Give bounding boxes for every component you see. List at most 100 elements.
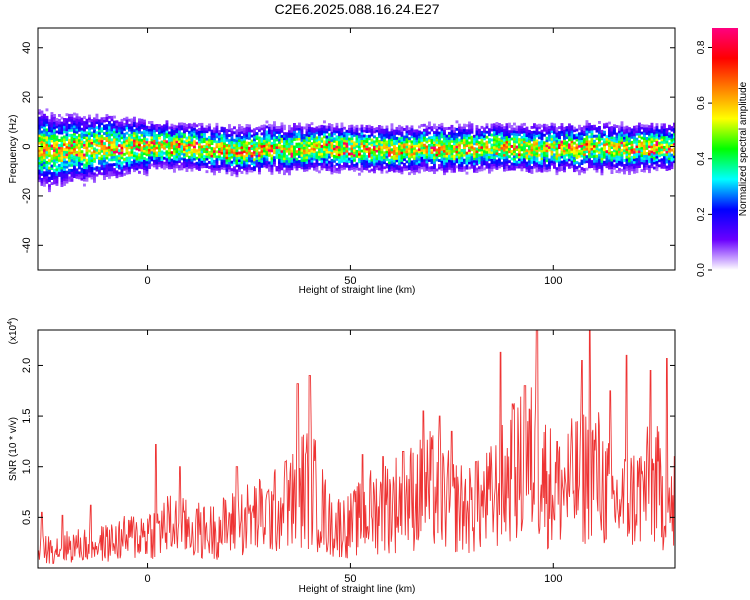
heatmap-cell (55, 130, 59, 134)
heatmap-cell (205, 142, 209, 146)
heatmap-cell (650, 157, 654, 161)
heatmap-cell (555, 127, 559, 131)
heatmap-cell (525, 154, 529, 157)
heatmap-cell (385, 155, 389, 159)
heatmap-cell (395, 129, 399, 133)
heatmap-cell (180, 157, 184, 161)
heatmap-cell (95, 173, 99, 177)
heatmap-cell (480, 138, 484, 142)
heatmap-cell (295, 135, 299, 139)
heatmap-cell (148, 126, 151, 129)
heatmap-cell (288, 139, 291, 143)
heatmap-cell (78, 176, 81, 180)
heatmap-cell (378, 125, 381, 128)
heatmap-cell (125, 169, 129, 173)
heatmap-cell (568, 135, 571, 139)
heatmap-cell (183, 135, 186, 139)
heatmap-cell (245, 131, 249, 135)
heatmap-cell (150, 121, 154, 124)
heatmap-cell (515, 160, 519, 164)
heatmap-cell (375, 157, 379, 160)
heatmap-cell (198, 145, 201, 149)
heatmap-cell (588, 135, 591, 139)
heatmap-cell (560, 148, 564, 151)
heatmap-cell (133, 146, 136, 150)
heatmap-cell (568, 165, 571, 169)
heatmap-cell (95, 156, 99, 160)
heatmap-cell (438, 126, 441, 130)
heatmap-cell (243, 147, 246, 151)
heatmap-cell (335, 162, 339, 166)
heatmap-cell (580, 134, 584, 138)
heatmap-cell (133, 161, 136, 165)
heatmap-cell (353, 163, 356, 167)
heatmap-cell (140, 141, 144, 145)
heatmap-cell (523, 147, 526, 151)
heatmap-cell (263, 147, 266, 150)
heatmap-cell (103, 132, 106, 135)
heatmap-cell (213, 132, 216, 136)
heatmap-cell (83, 128, 86, 132)
heatmap-cell (553, 145, 556, 149)
heatmap-cell (373, 170, 376, 174)
heatmap-cell (333, 149, 336, 153)
heatmap-cell (38, 121, 41, 125)
heatmap-cell (118, 126, 121, 130)
heatmap-cell (503, 163, 506, 167)
heatmap-cell (658, 151, 661, 155)
heatmap-cell (628, 169, 631, 173)
heatmap-cell (590, 142, 594, 146)
heatmap-cell (323, 162, 326, 166)
heatmap-cell (578, 142, 581, 146)
heatmap-cell (323, 157, 326, 161)
heatmap-cell (323, 120, 326, 124)
heatmap-cell (608, 156, 611, 160)
heatmap-cell (290, 139, 294, 143)
heatmap-cell (395, 156, 399, 160)
heatmap-cell (288, 152, 291, 156)
heatmap-cell (500, 131, 504, 135)
heatmap-cell (120, 128, 124, 132)
heatmap-cell (425, 150, 429, 154)
heatmap-cell (640, 151, 644, 155)
heatmap-cell (215, 157, 219, 161)
heatmap-cell (435, 158, 439, 162)
heatmap-cell (65, 153, 69, 157)
heatmap-cell (340, 167, 344, 171)
heatmap-cell (113, 143, 116, 146)
heatmap-cell (110, 150, 114, 154)
heatmap-cell (400, 143, 404, 147)
heatmap-cell (328, 133, 331, 137)
heatmap-cell (390, 135, 394, 139)
colorbar: 0.00.20.40.60.8 Normalized spectral ampl… (696, 28, 749, 277)
heatmap-cell (550, 137, 554, 141)
heatmap-cell (475, 140, 479, 143)
heatmap-cell (513, 140, 516, 143)
heatmap-cell (613, 131, 616, 135)
heatmap-cell (548, 168, 551, 172)
heatmap-cell (445, 169, 449, 173)
heatmap-cell (278, 131, 281, 134)
heatmap-cell (313, 150, 316, 154)
heatmap-cell (338, 133, 341, 137)
heatmap-cell (245, 129, 249, 132)
heatmap-cell (330, 171, 334, 175)
heatmap-cell (498, 125, 501, 129)
heatmap-cell (210, 129, 214, 133)
heatmap-cell (448, 139, 451, 143)
heatmap-cell (620, 131, 624, 135)
heatmap-cell (640, 161, 644, 165)
heatmap-cell (285, 169, 289, 173)
heatmap-cell (498, 163, 501, 166)
heatmap-cell (470, 145, 474, 149)
heatmap-cell (298, 147, 301, 151)
heatmap-cell (480, 160, 484, 164)
heatmap-cell (450, 152, 454, 156)
heatmap-cell (565, 141, 569, 144)
heatmap-cell (228, 129, 231, 132)
heatmap-cell (658, 164, 661, 168)
heatmap-cell (530, 131, 534, 134)
snr-x-tick-label: 0 (144, 573, 150, 585)
heatmap-cell (518, 163, 521, 166)
heatmap-cell (173, 139, 176, 143)
